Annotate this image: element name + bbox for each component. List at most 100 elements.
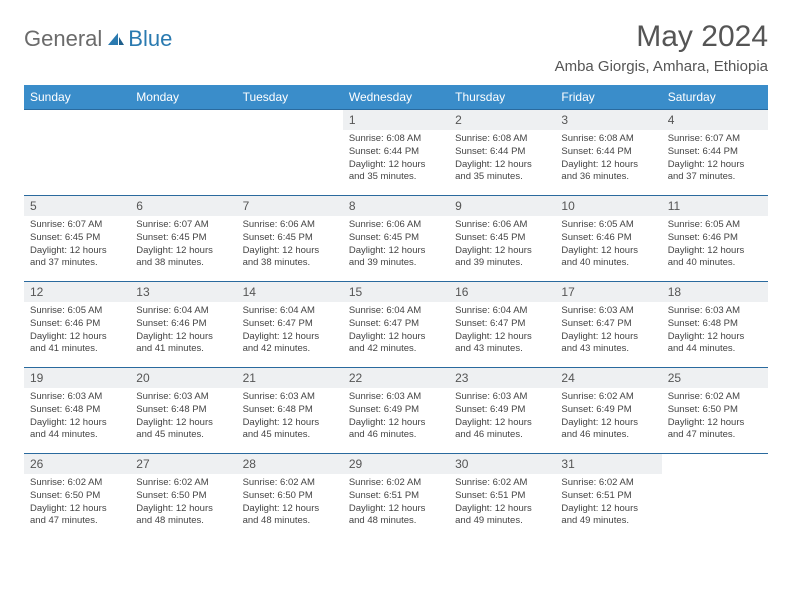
calendar-day-cell: 20Sunrise: 6:03 AMSunset: 6:48 PMDayligh… [130,368,236,454]
weekday-header: Tuesday [237,85,343,110]
day-number: 15 [343,282,449,302]
day-details: Sunrise: 6:08 AMSunset: 6:44 PMDaylight:… [449,130,555,190]
calendar-day-cell: 15Sunrise: 6:04 AMSunset: 6:47 PMDayligh… [343,282,449,368]
day-details: Sunrise: 6:06 AMSunset: 6:45 PMDaylight:… [449,216,555,276]
calendar-day-cell: 16Sunrise: 6:04 AMSunset: 6:47 PMDayligh… [449,282,555,368]
calendar-day-cell: . [24,110,130,196]
calendar-header-row: SundayMondayTuesdayWednesdayThursdayFrid… [24,85,768,110]
calendar-day-cell: 25Sunrise: 6:02 AMSunset: 6:50 PMDayligh… [662,368,768,454]
day-details: Sunrise: 6:04 AMSunset: 6:46 PMDaylight:… [130,302,236,362]
day-number: 31 [555,454,661,474]
weekday-header: Sunday [24,85,130,110]
day-number: 10 [555,196,661,216]
calendar-day-cell: 21Sunrise: 6:03 AMSunset: 6:48 PMDayligh… [237,368,343,454]
day-number: 24 [555,368,661,388]
day-number: 18 [662,282,768,302]
day-number: 21 [237,368,343,388]
calendar-day-cell: 31Sunrise: 6:02 AMSunset: 6:51 PMDayligh… [555,454,661,540]
calendar-day-cell: 30Sunrise: 6:02 AMSunset: 6:51 PMDayligh… [449,454,555,540]
day-number: 2 [449,110,555,130]
calendar-table: SundayMondayTuesdayWednesdayThursdayFrid… [24,85,768,540]
calendar-day-cell: 3Sunrise: 6:08 AMSunset: 6:44 PMDaylight… [555,110,661,196]
day-details: Sunrise: 6:02 AMSunset: 6:50 PMDaylight:… [130,474,236,534]
brand-name-gray: General [24,26,102,52]
calendar-day-cell: 26Sunrise: 6:02 AMSunset: 6:50 PMDayligh… [24,454,130,540]
calendar-day-cell: 17Sunrise: 6:03 AMSunset: 6:47 PMDayligh… [555,282,661,368]
calendar-day-cell: . [130,110,236,196]
day-details: Sunrise: 6:03 AMSunset: 6:49 PMDaylight:… [343,388,449,448]
calendar-day-cell: 18Sunrise: 6:03 AMSunset: 6:48 PMDayligh… [662,282,768,368]
day-number: 14 [237,282,343,302]
calendar-day-cell: . [662,454,768,540]
day-details: Sunrise: 6:04 AMSunset: 6:47 PMDaylight:… [343,302,449,362]
brand-logo: General Blue [24,20,172,52]
calendar-day-cell: 1Sunrise: 6:08 AMSunset: 6:44 PMDaylight… [343,110,449,196]
calendar-day-cell: 12Sunrise: 6:05 AMSunset: 6:46 PMDayligh… [24,282,130,368]
day-details: Sunrise: 6:02 AMSunset: 6:50 PMDaylight:… [662,388,768,448]
day-number: 4 [662,110,768,130]
day-number: 11 [662,196,768,216]
brand-name-blue: Blue [128,26,172,52]
day-number: 25 [662,368,768,388]
day-details: Sunrise: 6:02 AMSunset: 6:51 PMDaylight:… [555,474,661,534]
day-number: 6 [130,196,236,216]
calendar-day-cell: 13Sunrise: 6:04 AMSunset: 6:46 PMDayligh… [130,282,236,368]
day-number: 7 [237,196,343,216]
day-number: 27 [130,454,236,474]
day-details: Sunrise: 6:05 AMSunset: 6:46 PMDaylight:… [555,216,661,276]
calendar-day-cell: 9Sunrise: 6:06 AMSunset: 6:45 PMDaylight… [449,196,555,282]
day-number: 5 [24,196,130,216]
day-details: Sunrise: 6:03 AMSunset: 6:48 PMDaylight:… [24,388,130,448]
day-number: 19 [24,368,130,388]
day-number: 3 [555,110,661,130]
day-details: Sunrise: 6:08 AMSunset: 6:44 PMDaylight:… [555,130,661,190]
day-number: 23 [449,368,555,388]
day-number: 22 [343,368,449,388]
calendar-day-cell: 4Sunrise: 6:07 AMSunset: 6:44 PMDaylight… [662,110,768,196]
day-details: Sunrise: 6:07 AMSunset: 6:45 PMDaylight:… [130,216,236,276]
day-details: Sunrise: 6:02 AMSunset: 6:49 PMDaylight:… [555,388,661,448]
calendar-day-cell: 6Sunrise: 6:07 AMSunset: 6:45 PMDaylight… [130,196,236,282]
location-label: Amba Giorgis, Amhara, Ethiopia [555,58,768,75]
day-number: 20 [130,368,236,388]
day-details: Sunrise: 6:07 AMSunset: 6:45 PMDaylight:… [24,216,130,276]
calendar-day-cell: . [237,110,343,196]
page-header: General Blue May 2024 Amba Giorgis, Amha… [24,20,768,75]
weekday-header: Monday [130,85,236,110]
weekday-header: Friday [555,85,661,110]
day-number: 30 [449,454,555,474]
day-number: 13 [130,282,236,302]
title-block: May 2024 Amba Giorgis, Amhara, Ethiopia [555,20,768,75]
calendar-week-row: 19Sunrise: 6:03 AMSunset: 6:48 PMDayligh… [24,368,768,454]
brand-sail-icon [106,31,126,47]
day-details: Sunrise: 6:04 AMSunset: 6:47 PMDaylight:… [237,302,343,362]
calendar-week-row: ...1Sunrise: 6:08 AMSunset: 6:44 PMDayli… [24,110,768,196]
calendar-day-cell: 24Sunrise: 6:02 AMSunset: 6:49 PMDayligh… [555,368,661,454]
weekday-header: Thursday [449,85,555,110]
calendar-day-cell: 22Sunrise: 6:03 AMSunset: 6:49 PMDayligh… [343,368,449,454]
calendar-day-cell: 11Sunrise: 6:05 AMSunset: 6:46 PMDayligh… [662,196,768,282]
calendar-day-cell: 23Sunrise: 6:03 AMSunset: 6:49 PMDayligh… [449,368,555,454]
day-details: Sunrise: 6:03 AMSunset: 6:48 PMDaylight:… [662,302,768,362]
day-details: Sunrise: 6:06 AMSunset: 6:45 PMDaylight:… [343,216,449,276]
day-number: 8 [343,196,449,216]
day-details: Sunrise: 6:08 AMSunset: 6:44 PMDaylight:… [343,130,449,190]
calendar-week-row: 26Sunrise: 6:02 AMSunset: 6:50 PMDayligh… [24,454,768,540]
weekday-header: Saturday [662,85,768,110]
weekday-header: Wednesday [343,85,449,110]
day-details: Sunrise: 6:03 AMSunset: 6:47 PMDaylight:… [555,302,661,362]
day-number: 29 [343,454,449,474]
day-details: Sunrise: 6:05 AMSunset: 6:46 PMDaylight:… [24,302,130,362]
calendar-day-cell: 29Sunrise: 6:02 AMSunset: 6:51 PMDayligh… [343,454,449,540]
day-number: 1 [343,110,449,130]
calendar-day-cell: 19Sunrise: 6:03 AMSunset: 6:48 PMDayligh… [24,368,130,454]
day-number: 26 [24,454,130,474]
calendar-day-cell: 14Sunrise: 6:04 AMSunset: 6:47 PMDayligh… [237,282,343,368]
day-details: Sunrise: 6:07 AMSunset: 6:44 PMDaylight:… [662,130,768,190]
day-details: Sunrise: 6:02 AMSunset: 6:50 PMDaylight:… [24,474,130,534]
day-number: 9 [449,196,555,216]
day-details: Sunrise: 6:04 AMSunset: 6:47 PMDaylight:… [449,302,555,362]
day-number: 16 [449,282,555,302]
calendar-day-cell: 27Sunrise: 6:02 AMSunset: 6:50 PMDayligh… [130,454,236,540]
calendar-day-cell: 5Sunrise: 6:07 AMSunset: 6:45 PMDaylight… [24,196,130,282]
